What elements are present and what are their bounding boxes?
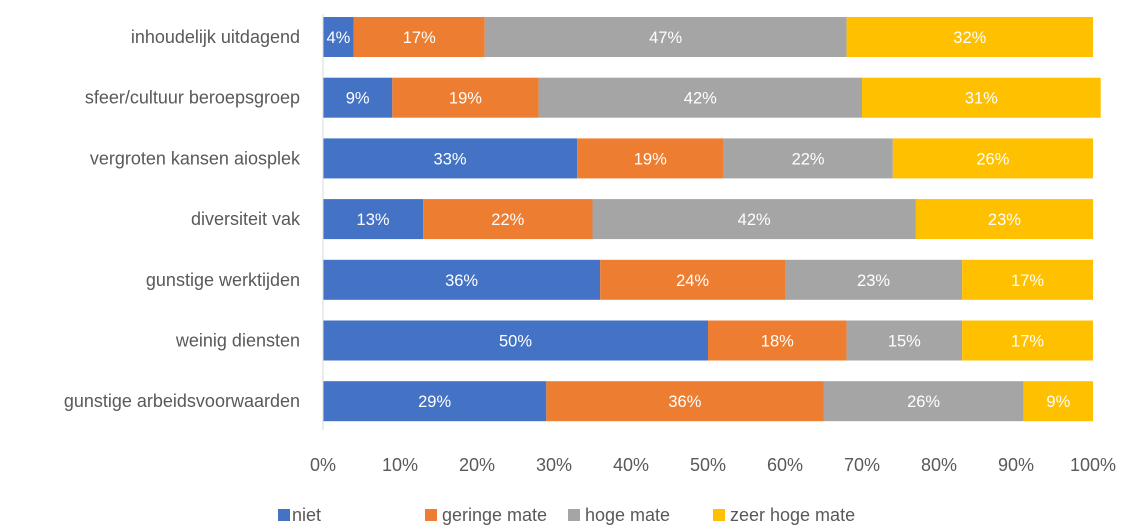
data-label: 50%: [499, 333, 532, 351]
bar-segment: [577, 138, 724, 179]
data-label: 17%: [1011, 333, 1044, 351]
x-tick-label: 80%: [921, 455, 957, 475]
data-label: 19%: [449, 90, 482, 108]
bar-segment: [323, 381, 547, 422]
bar-segment: [353, 17, 485, 57]
x-tick-label: 20%: [459, 455, 495, 475]
data-label: 9%: [1046, 393, 1070, 411]
data-label: 26%: [907, 393, 940, 411]
bar-segment: [915, 199, 1093, 240]
data-label: 36%: [445, 272, 478, 290]
category-label: vergroten kansen aiosplek: [90, 148, 301, 168]
data-label: 19%: [634, 150, 667, 168]
bar-segment: [392, 77, 539, 118]
bar-segment: [962, 320, 1093, 361]
category-label: weinig diensten: [175, 331, 300, 351]
bar-segment: [323, 259, 601, 300]
legend-swatch: [713, 509, 725, 521]
data-label: 42%: [738, 211, 771, 229]
x-tick-label: 100%: [1070, 455, 1116, 475]
bar-segment: [962, 259, 1093, 300]
data-label: 23%: [857, 272, 890, 290]
bar-segment: [723, 138, 893, 179]
bar-segment: [1023, 381, 1093, 422]
bar-segment: [323, 77, 393, 118]
bar-segment: [892, 138, 1093, 179]
data-label: 17%: [1011, 272, 1044, 290]
bar-segment: [323, 199, 424, 240]
legend-label: zeer hoge mate: [730, 505, 855, 525]
category-label: gunstige werktijden: [146, 270, 300, 290]
x-tick-label: 70%: [844, 455, 880, 475]
x-axis: 0% 10% 20% 30% 40% 50% 60% 70% 80% 90% 100%: [310, 14, 1116, 475]
bar-segment: [600, 259, 785, 300]
bar-segment: [785, 259, 963, 300]
legend-swatch: [278, 509, 290, 521]
bar-segment: [862, 77, 1101, 118]
category-labels-layer: inhoudelijk uitdagend sfeer/cultuur beroe…: [64, 27, 301, 411]
data-label: 31%: [965, 90, 998, 108]
bar-segment: [484, 17, 847, 57]
bar-segment: [423, 199, 593, 240]
bar-segment: [823, 381, 1024, 422]
bar-segment: [323, 138, 578, 179]
bar-segment: [846, 320, 963, 361]
bar-segment: [546, 381, 824, 422]
data-label: 26%: [976, 150, 1009, 168]
bar-segment: [846, 17, 1093, 57]
x-tick-label: 90%: [998, 455, 1034, 475]
legend: niet geringe mate hoge mate zeer hoge mate: [278, 505, 855, 525]
x-tick-label: 0%: [310, 455, 336, 475]
legend-label: hoge mate: [585, 505, 670, 525]
data-label: 22%: [792, 150, 825, 168]
bar-segment: [592, 199, 916, 240]
bar-segment: [538, 77, 862, 118]
category-label: gunstige arbeidsvoorwaarden: [64, 391, 300, 411]
data-labels-layer: 4% 17% 47% 32% 9% 19% 42% 31% 33% 19% 22% 26% 13% 22%…: [326, 29, 1070, 411]
data-label: 4%: [326, 29, 350, 47]
data-label: 9%: [346, 90, 370, 108]
data-label: 47%: [649, 29, 682, 47]
data-label: 13%: [357, 211, 390, 229]
x-tick-label: 60%: [767, 455, 803, 475]
bar-segment: [323, 320, 708, 361]
data-label: 29%: [418, 393, 451, 411]
legend-label: geringe mate: [442, 505, 547, 525]
data-label: 15%: [888, 333, 921, 351]
x-tick-label: 40%: [613, 455, 649, 475]
legend-swatch: [568, 509, 580, 521]
data-label: 42%: [684, 90, 717, 108]
legend-label: niet: [292, 505, 321, 525]
bar-segment: [708, 320, 847, 361]
legend-swatch: [425, 509, 437, 521]
x-tick-label: 50%: [690, 455, 726, 475]
category-label: sfeer/cultuur beroepsgroep: [85, 88, 300, 108]
data-label: 32%: [953, 29, 986, 47]
bar-segment: [323, 17, 354, 57]
data-label: 17%: [403, 29, 436, 47]
data-label: 22%: [491, 211, 524, 229]
data-label: 24%: [676, 272, 709, 290]
x-tick-label: 30%: [536, 455, 572, 475]
data-label: 18%: [761, 333, 794, 351]
data-label: 36%: [668, 393, 701, 411]
category-label: diversiteit vak: [191, 209, 301, 229]
data-label: 23%: [988, 211, 1021, 229]
category-label: inhoudelijk uitdagend: [131, 27, 300, 47]
x-tick-label: 10%: [382, 455, 418, 475]
data-label: 33%: [434, 150, 467, 168]
bars-layer: [323, 17, 1101, 422]
